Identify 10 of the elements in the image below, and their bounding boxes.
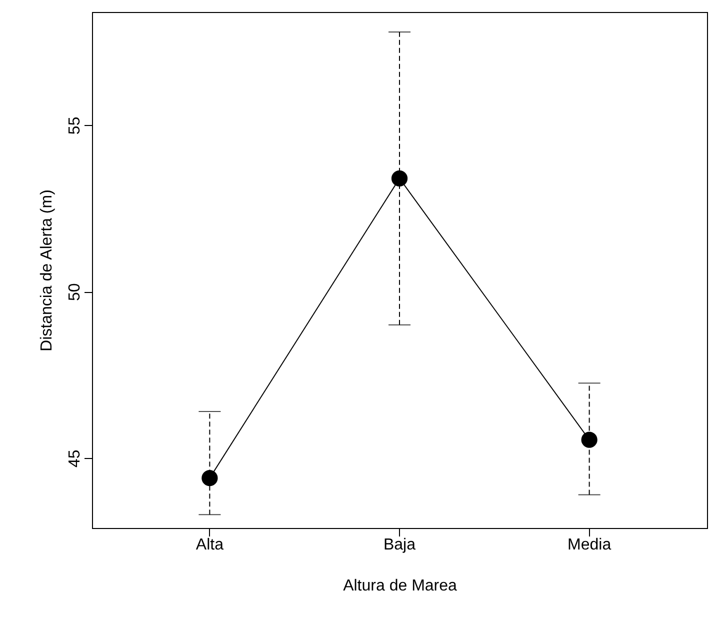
x-tick-label: Baja [383, 536, 416, 554]
y-axis-title: Distancia de Alerta (m) [38, 190, 56, 352]
x-axis-title: Altura de Marea [343, 578, 458, 594]
y-tick-label: 50 [66, 283, 84, 302]
x-tick-label: Alta [196, 536, 224, 554]
point [581, 432, 598, 448]
x-tick-label: Media [568, 536, 612, 554]
y-tick-label: 55 [66, 116, 84, 135]
point [202, 470, 218, 486]
y-tick-label: 45 [66, 450, 84, 468]
